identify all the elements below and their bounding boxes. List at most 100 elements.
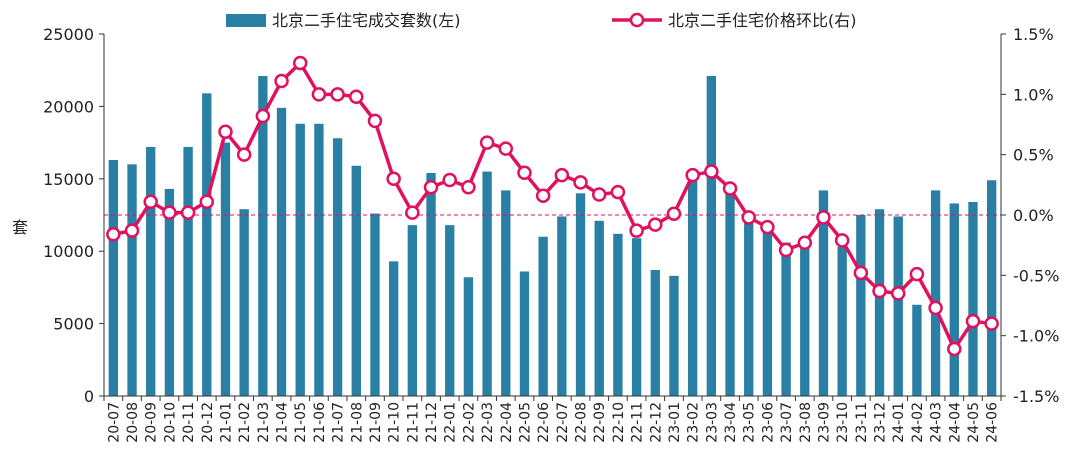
bar-24-04 <box>949 203 959 396</box>
right-axis-ticks: -1.5% -1.0% -0.5% 0.0% 0.5% 1.0% 1.5% <box>1001 25 1059 406</box>
x-tick-label-23-11: 23-11 <box>854 402 870 443</box>
right-tick-label-6: 1.5% <box>1013 25 1054 44</box>
x-tick-label-23-04: 23-04 <box>723 402 739 443</box>
x-tick-label-21-03: 21-03 <box>256 402 272 443</box>
point-22-03 <box>479 135 495 150</box>
x-tick-label-22-06: 22-06 <box>536 402 552 443</box>
x-tick-label-21-08: 21-08 <box>349 402 365 443</box>
point-23-05 <box>741 210 756 225</box>
point-21-09 <box>367 113 383 129</box>
point-22-02 <box>461 179 476 195</box>
x-tick-label-24-02: 24-02 <box>910 402 926 443</box>
bar-22-05 <box>519 271 530 396</box>
bar-23-11 <box>856 215 866 396</box>
x-tick-label-22-05: 22-05 <box>517 402 533 443</box>
x-tick-label-22-08: 22-08 <box>574 402 590 443</box>
x-axis-ticks: 20-07 20-08 20-09 20-10 20-11 20-12 21-01 21-02… <box>103 396 1002 443</box>
point-24-06 <box>984 316 999 331</box>
point-22-10 <box>610 184 626 200</box>
x-tick-label-22-10: 22-10 <box>611 402 627 443</box>
bar-21-03 <box>258 75 268 396</box>
point-23-01 <box>666 206 682 222</box>
bar-20-10 <box>164 188 175 396</box>
line-series <box>106 55 999 357</box>
bar-22-04 <box>501 190 511 396</box>
x-tick-label-23-08: 23-08 <box>798 402 814 443</box>
left-tick-label-25000: 25000 <box>43 25 94 44</box>
bar-20-09 <box>146 146 156 396</box>
x-tick-label-23-12: 23-12 <box>873 402 889 443</box>
bar-20-08 <box>127 164 137 396</box>
x-tick-label-20-09: 20-09 <box>144 402 160 443</box>
bar-23-08 <box>800 243 810 396</box>
point-21-10 <box>386 171 401 187</box>
bar-21-06 <box>314 123 324 396</box>
x-tick-label-23-06: 23-06 <box>760 402 776 443</box>
left-tick-label-10000: 10000 <box>43 242 94 261</box>
bar-series <box>108 75 997 397</box>
bar-22-08 <box>575 193 586 396</box>
bar-23-04 <box>725 193 735 396</box>
bar-21-05 <box>295 123 305 396</box>
x-tick-label-21-12: 21-12 <box>424 402 440 443</box>
point-24-04 <box>947 341 962 357</box>
bar-21-08 <box>351 165 361 396</box>
bar-22-12 <box>650 270 660 396</box>
x-tick-label-22-07: 22-07 <box>555 402 571 443</box>
point-21-11 <box>405 205 420 220</box>
bar-24-06 <box>986 180 997 396</box>
point-22-06 <box>535 188 551 203</box>
right-tick-label-2: -0.5% <box>1013 266 1059 285</box>
bar-23-09 <box>818 190 829 396</box>
point-21-05 <box>292 55 308 71</box>
point-21-07 <box>330 87 345 102</box>
point-22-08 <box>573 175 588 190</box>
point-20-07 <box>106 227 121 242</box>
x-tick-label-20-11: 20-11 <box>181 402 197 443</box>
bar-22-03 <box>482 171 492 396</box>
point-20-11 <box>180 205 196 220</box>
x-tick-label-23-10: 23-10 <box>835 402 851 443</box>
point-23-06 <box>760 219 775 235</box>
bar-24-03 <box>930 190 941 396</box>
x-tick-label-23-01: 23-01 <box>667 402 683 443</box>
bar-23-05 <box>744 216 754 396</box>
bar-23-10 <box>837 246 847 396</box>
point-24-05 <box>965 313 981 329</box>
x-tick-label-21-09: 21-09 <box>368 402 384 443</box>
point-20-10 <box>162 205 177 220</box>
x-tick-label-20-07: 20-07 <box>106 402 122 443</box>
x-tick-label-20-10: 20-10 <box>162 402 178 443</box>
point-22-11 <box>629 223 644 238</box>
bar-21-01 <box>220 142 231 396</box>
legend: 北京二手住宅成交套数(左) 北京二手住宅价格环比(右) <box>226 11 857 30</box>
bar-22-09 <box>594 220 604 396</box>
x-tick-label-21-11: 21-11 <box>405 402 421 443</box>
bar-21-12 <box>426 173 436 396</box>
point-23-10 <box>834 233 850 248</box>
point-23-04 <box>722 181 738 196</box>
point-24-02 <box>909 266 925 282</box>
point-20-08 <box>124 223 140 238</box>
point-23-12 <box>872 283 887 299</box>
bar-20-12 <box>202 93 212 397</box>
x-tick-label-21-02: 21-02 <box>237 402 253 443</box>
x-tick-label-24-05: 24-05 <box>966 402 982 443</box>
x-tick-label-22-11: 22-11 <box>630 402 646 443</box>
point-23-07 <box>778 242 794 258</box>
right-tick-label-0: -1.5% <box>1013 387 1059 406</box>
point-23-08 <box>797 235 813 251</box>
x-tick-label-21-04: 21-04 <box>275 402 291 443</box>
x-tick-label-23-09: 23-09 <box>816 402 832 443</box>
bar-22-02 <box>463 277 474 396</box>
point-21-03 <box>255 108 271 124</box>
bar-21-02 <box>239 209 249 396</box>
bar-21-07 <box>332 138 343 397</box>
point-22-07 <box>554 167 570 183</box>
point-20-12 <box>199 194 215 209</box>
right-tick-label-3: 0.0% <box>1013 206 1054 225</box>
bar-24-01 <box>893 216 903 396</box>
point-21-12 <box>423 179 439 195</box>
x-tick-label-21-07: 21-07 <box>331 402 347 443</box>
